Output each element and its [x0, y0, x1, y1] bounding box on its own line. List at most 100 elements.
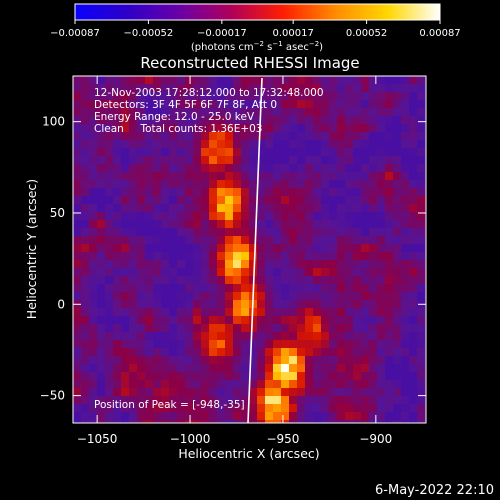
heatmap-cell [257, 356, 266, 365]
heatmap-cell [297, 244, 306, 253]
heatmap-cell [249, 244, 258, 253]
heatmap-cell [329, 380, 338, 389]
heatmap-cell [337, 340, 346, 349]
heatmap-cell [313, 108, 322, 117]
heatmap-cell [73, 332, 82, 341]
heatmap-cell [129, 100, 138, 109]
heatmap-cell [289, 188, 298, 197]
heatmap-cell [121, 124, 130, 133]
heatmap-cell [97, 204, 106, 213]
heatmap-cell [89, 140, 98, 149]
heatmap-cell [161, 156, 170, 165]
heatmap-cell [265, 188, 274, 197]
heatmap-cell [201, 92, 210, 101]
heatmap-cell [409, 132, 418, 141]
heatmap-cell [281, 100, 290, 109]
heatmap-cell [265, 220, 274, 229]
heatmap-cell [233, 108, 242, 117]
heatmap-cell [241, 148, 250, 157]
heatmap-cell [265, 172, 274, 181]
heatmap-cell [177, 252, 186, 261]
heatmap-cell [401, 252, 410, 261]
heatmap-cell [105, 212, 114, 221]
heatmap-cell [417, 340, 426, 349]
heatmap-cell [369, 92, 378, 101]
heatmap-cell [121, 420, 130, 423]
heatmap-cell [385, 108, 394, 117]
heatmap-cell [225, 324, 234, 333]
heatmap-cell [401, 124, 410, 133]
annotation-block: 12-Nov-2003 17:28:12.000 to 17:32:48.000… [94, 87, 324, 135]
heatmap-cell [169, 172, 178, 181]
heatmap-cell [209, 132, 218, 141]
heatmap-cell [105, 404, 114, 413]
heatmap-cell [353, 180, 362, 189]
heatmap-cell [409, 116, 418, 125]
heatmap-cell [241, 364, 250, 373]
heatmap-cell [177, 412, 186, 421]
heatmap-cell [161, 260, 170, 269]
heatmap-cell [369, 324, 378, 333]
heatmap-cell [289, 244, 298, 253]
heatmap-cell [153, 276, 162, 285]
heatmap-cell [193, 140, 202, 149]
heatmap-cell [201, 356, 210, 365]
heatmap-cell [409, 332, 418, 341]
heatmap-cell [241, 308, 250, 317]
heatmap-cell [305, 340, 314, 349]
heatmap-cell [129, 324, 138, 333]
heatmap-cell [209, 236, 218, 245]
heatmap-cell [113, 252, 122, 261]
heatmap-cell [417, 212, 426, 221]
heatmap-cell [305, 308, 314, 317]
heatmap-cell [169, 332, 178, 341]
heatmap-cell [305, 188, 314, 197]
heatmap-cell [353, 292, 362, 301]
heatmap-cell [281, 108, 290, 117]
heatmap-cell [217, 84, 226, 93]
heatmap-cell [121, 156, 130, 165]
heatmap-cell [249, 396, 258, 405]
heatmap-cell [377, 220, 386, 229]
heatmap-cell [369, 76, 378, 85]
heatmap-cell [321, 420, 330, 423]
heatmap-cell [225, 380, 234, 389]
heatmap-cell [137, 268, 146, 277]
heatmap-cell [369, 292, 378, 301]
heatmap-cell [217, 300, 226, 309]
heatmap-cell [305, 300, 314, 309]
heatmap-cell [385, 252, 394, 261]
heatmap-cell [161, 196, 170, 205]
heatmap-cell [297, 308, 306, 317]
heatmap-cell [97, 364, 106, 373]
heatmap-cell [225, 364, 234, 373]
heatmap-cell [97, 308, 106, 317]
heatmap-cell [361, 420, 370, 423]
heatmap-cell [305, 236, 314, 245]
heatmap-cell [177, 132, 186, 141]
heatmap-cell [281, 172, 290, 181]
heatmap-cell [321, 260, 330, 269]
heatmap-cell [329, 396, 338, 405]
heatmap-cell [233, 356, 242, 365]
heatmap-cell [89, 292, 98, 301]
heatmap-cell [385, 404, 394, 413]
heatmap-cell [145, 228, 154, 237]
heatmap-cell [137, 236, 146, 245]
heatmap-cell [201, 76, 210, 85]
heatmap-cell [129, 276, 138, 285]
heatmap-cell [305, 268, 314, 277]
heatmap-cell [265, 100, 274, 109]
heatmap-cell [105, 92, 114, 101]
heatmap-cell [353, 228, 362, 237]
heatmap-cell [97, 188, 106, 197]
heatmap-cell [345, 324, 354, 333]
heatmap-cell [177, 196, 186, 205]
heatmap-cell [81, 420, 90, 423]
heatmap-cell [273, 396, 282, 405]
heatmap-cell [217, 92, 226, 101]
heatmap-cell [73, 276, 82, 285]
heatmap-cell [161, 332, 170, 341]
heatmap-cell [361, 308, 370, 317]
heatmap-cell [105, 156, 114, 165]
